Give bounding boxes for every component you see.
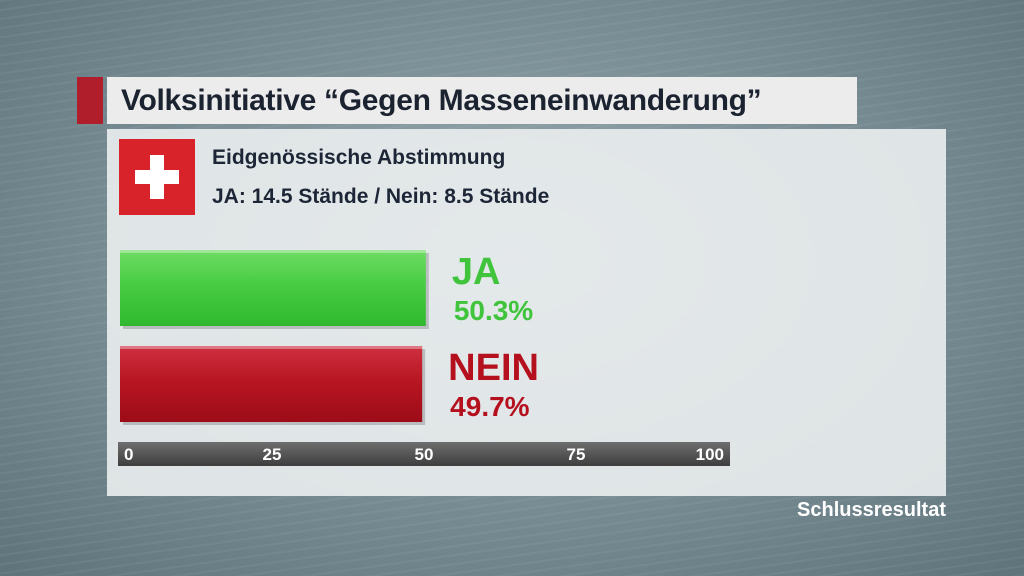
category-label: NEIN (448, 347, 539, 389)
x-axis (118, 442, 730, 466)
x-tick-label: 50 (415, 445, 434, 464)
bar-nein (120, 346, 423, 422)
value-label: 50.3% (454, 295, 533, 326)
value-label: 49.7% (450, 391, 529, 422)
page-title: Volksinitiative “Gegen Masseneinwanderun… (107, 77, 857, 124)
category-label: JA (452, 251, 501, 293)
final-result-label: Schlussresultat (797, 499, 946, 521)
title-accent-bar (77, 77, 103, 124)
bar-highlight (120, 250, 426, 253)
x-tick-label: 0 (124, 445, 133, 464)
bar-highlight (120, 346, 423, 349)
cantons-result: JA: 14.5 Stände / Nein: 8.5 Stände (212, 185, 550, 208)
x-tick-label: 25 (263, 445, 282, 464)
swiss-flag-icon (119, 139, 195, 215)
x-tick-label: 75 (567, 445, 586, 464)
x-tick-label: 100 (696, 445, 724, 464)
bar-ja (120, 250, 426, 326)
chart-subtitle: Eidgenössische Abstimmung (212, 146, 506, 169)
